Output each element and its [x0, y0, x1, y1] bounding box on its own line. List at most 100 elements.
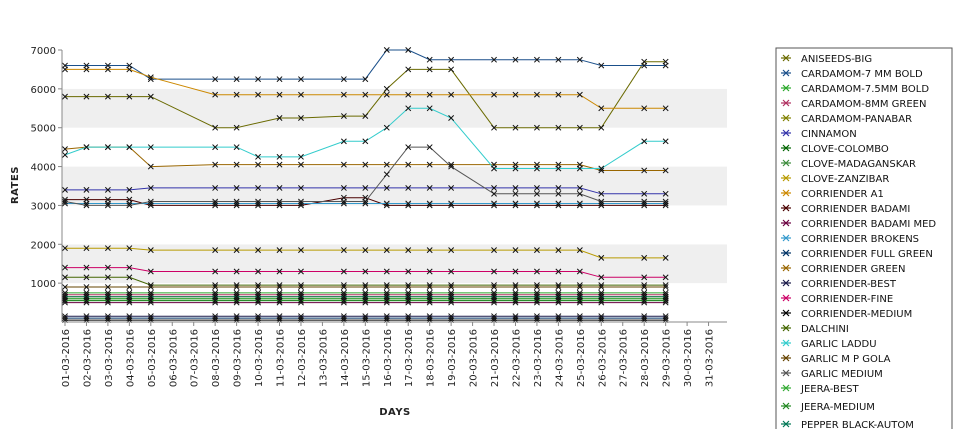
legend-label: JEERA-BEST	[800, 384, 860, 395]
series-19	[62, 274, 669, 289]
data-point-marker	[533, 56, 540, 63]
data-point-marker	[576, 200, 583, 207]
data-point-marker	[212, 76, 219, 83]
data-point-marker	[147, 198, 154, 205]
data-point-marker	[104, 144, 111, 151]
data-point-marker	[104, 93, 111, 100]
data-point-marker	[83, 202, 90, 209]
data-point-marker	[491, 56, 497, 63]
data-point-marker	[491, 91, 497, 98]
data-point-marker	[83, 93, 90, 100]
data-point-marker	[298, 184, 304, 191]
legend-label: CORRIENDER-MEDIUM	[801, 309, 912, 320]
data-point-marker	[662, 293, 669, 300]
data-point-marker	[233, 284, 240, 290]
data-point-marker	[383, 91, 390, 98]
data-point-marker	[362, 268, 369, 275]
data-point-marker	[405, 91, 412, 98]
x-tick-label: 04-03-2016	[125, 329, 136, 387]
data-point-marker	[512, 56, 519, 63]
data-point-marker	[104, 186, 111, 193]
data-point-marker	[641, 105, 648, 112]
data-point-marker	[233, 144, 240, 151]
x-tick-label: 20-03-2016	[469, 329, 480, 387]
data-point-marker	[555, 200, 562, 207]
grid-bands	[62, 50, 727, 322]
data-point-marker	[255, 161, 262, 168]
legend-label: CORRIENDER BADAMI MED	[801, 219, 936, 230]
data-point-marker	[362, 91, 369, 98]
legend-marker	[782, 219, 790, 227]
data-point-marker	[405, 105, 412, 112]
grid-band	[62, 205, 727, 245]
data-point-marker	[276, 91, 283, 98]
data-point-marker	[298, 161, 304, 168]
data-point-marker	[255, 76, 262, 83]
data-point-marker	[426, 105, 433, 112]
data-point-marker	[104, 66, 111, 73]
data-point-marker	[533, 165, 540, 172]
data-point-marker	[233, 268, 240, 275]
data-point-marker	[426, 91, 433, 98]
data-point-marker	[147, 93, 154, 100]
series-line	[64, 146, 666, 206]
series-2	[62, 47, 669, 83]
data-point-marker	[491, 293, 497, 300]
data-point-marker	[426, 161, 433, 168]
legend-label: GARLIC LADDU	[801, 339, 877, 350]
data-point-marker	[83, 245, 90, 252]
data-point-marker	[512, 200, 519, 207]
data-point-marker	[533, 91, 540, 98]
data-point-marker	[533, 184, 540, 191]
series-line	[65, 276, 666, 286]
data-point-marker	[276, 76, 283, 83]
legend-marker	[782, 174, 790, 182]
series-9	[62, 245, 669, 261]
data-point-marker	[641, 198, 648, 205]
data-point-marker	[598, 254, 605, 261]
x-tick-label: 28-03-2016	[640, 329, 651, 387]
data-point-marker	[340, 293, 347, 300]
data-point-marker	[62, 93, 68, 100]
data-point-marker	[576, 284, 583, 290]
data-point-marker	[426, 66, 433, 73]
data-point-marker	[233, 124, 240, 131]
data-point-marker	[83, 66, 90, 73]
series-20	[62, 105, 669, 172]
legend-label: DALCHINI	[801, 324, 849, 335]
data-point-marker	[405, 47, 412, 53]
data-point-marker	[598, 105, 605, 112]
legend-label: CLOVE-ZANZIBAR	[801, 174, 889, 185]
data-point-marker	[298, 268, 304, 275]
data-point-marker	[233, 247, 240, 254]
legend-marker	[782, 354, 790, 362]
data-point-marker	[662, 284, 669, 290]
data-point-marker	[298, 284, 304, 290]
data-point-marker	[598, 293, 605, 300]
data-point-marker	[383, 284, 390, 290]
data-point-marker	[512, 190, 519, 197]
x-tick-label: 14-03-2016	[340, 329, 351, 387]
data-point-marker	[512, 247, 519, 254]
legend-label: CORRIENDER BROKENS	[801, 234, 919, 245]
x-tick-label: 21-03-2016	[490, 329, 501, 387]
y-tick-label: 3000	[31, 201, 56, 212]
y-tick-label: 6000	[31, 85, 56, 96]
data-point-marker	[598, 190, 605, 197]
data-point-marker	[426, 200, 433, 207]
data-point-marker	[405, 284, 412, 290]
data-point-marker	[405, 161, 412, 168]
data-point-marker	[276, 115, 283, 121]
legend-label: CORRIENDER A1	[801, 189, 884, 200]
data-point-marker	[255, 247, 262, 254]
data-point-marker	[212, 184, 219, 191]
data-point-marker	[426, 284, 433, 290]
legend-label: CORRIENDER GREEN	[801, 264, 905, 275]
data-point-marker	[641, 167, 648, 174]
data-point-marker	[62, 284, 68, 290]
data-point-marker	[448, 184, 455, 191]
legend-label: CARDAMOM-7.5MM BOLD	[801, 84, 929, 95]
series-21	[62, 284, 669, 290]
legend-marker	[782, 114, 790, 122]
data-point-marker	[340, 161, 347, 168]
